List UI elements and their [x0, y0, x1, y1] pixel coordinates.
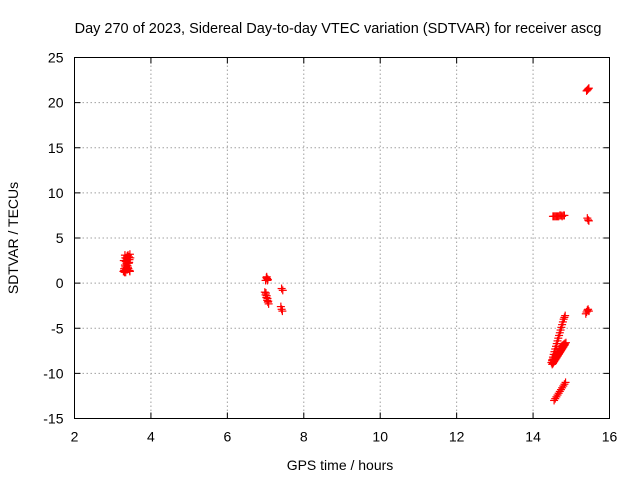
- y-tick-label: 0: [56, 275, 64, 291]
- data-point: [561, 378, 570, 387]
- y-tick-label: 10: [48, 185, 64, 201]
- x-tick-label: 8: [300, 429, 308, 445]
- y-tick-label: -5: [51, 320, 64, 336]
- data-point: [561, 338, 570, 347]
- x-axis-label: GPS time / hours: [287, 457, 394, 473]
- y-tick-label: 20: [48, 95, 64, 111]
- data-point: [584, 85, 593, 94]
- x-tick-label: 16: [602, 429, 618, 445]
- data-point: [584, 84, 593, 93]
- axis-ticks: 2 4 6 8 10 12 14 16 -15 -10 -5 0 5 10 15 20 25: [43, 50, 617, 445]
- chart-title: Day 270 of 2023, Sidereal Day-to-day VTE…: [75, 21, 602, 37]
- data-point: [584, 307, 593, 316]
- data-point: [120, 251, 129, 260]
- data-point: [560, 380, 569, 389]
- x-tick-label: 4: [147, 429, 155, 445]
- x-tick-label: 12: [449, 429, 465, 445]
- x-tick-label: 6: [223, 429, 231, 445]
- y-tick-label: 5: [56, 230, 64, 246]
- data-point: [583, 306, 592, 315]
- data-point: [560, 211, 569, 220]
- x-tick-label: 10: [372, 429, 388, 445]
- data-point: [560, 313, 569, 322]
- data-point: [277, 284, 286, 293]
- y-tick-label: 25: [48, 50, 64, 66]
- data-point: [262, 272, 271, 281]
- data-point: [584, 305, 593, 314]
- y-tick-label: -10: [43, 365, 63, 381]
- data-point: [277, 305, 286, 314]
- data-points: [119, 84, 593, 405]
- data-point: [561, 311, 570, 320]
- x-tick-label: 2: [71, 429, 79, 445]
- data-point: [263, 276, 272, 285]
- data-point: [264, 297, 273, 306]
- grid: [74, 57, 610, 419]
- data-point: [559, 315, 568, 324]
- data-point: [583, 85, 592, 94]
- data-point: [123, 265, 132, 274]
- y-tick-label: 15: [48, 140, 64, 156]
- data-point: [124, 259, 133, 268]
- y-tick-label: -15: [43, 411, 63, 427]
- data-point: [584, 216, 593, 225]
- x-tick-label: 14: [525, 429, 541, 445]
- data-point: [278, 286, 287, 295]
- y-axis-label: SDTVAR / TECUs: [5, 182, 21, 294]
- data-point: [560, 340, 569, 349]
- data-point: [278, 307, 287, 316]
- data-point: [584, 215, 593, 224]
